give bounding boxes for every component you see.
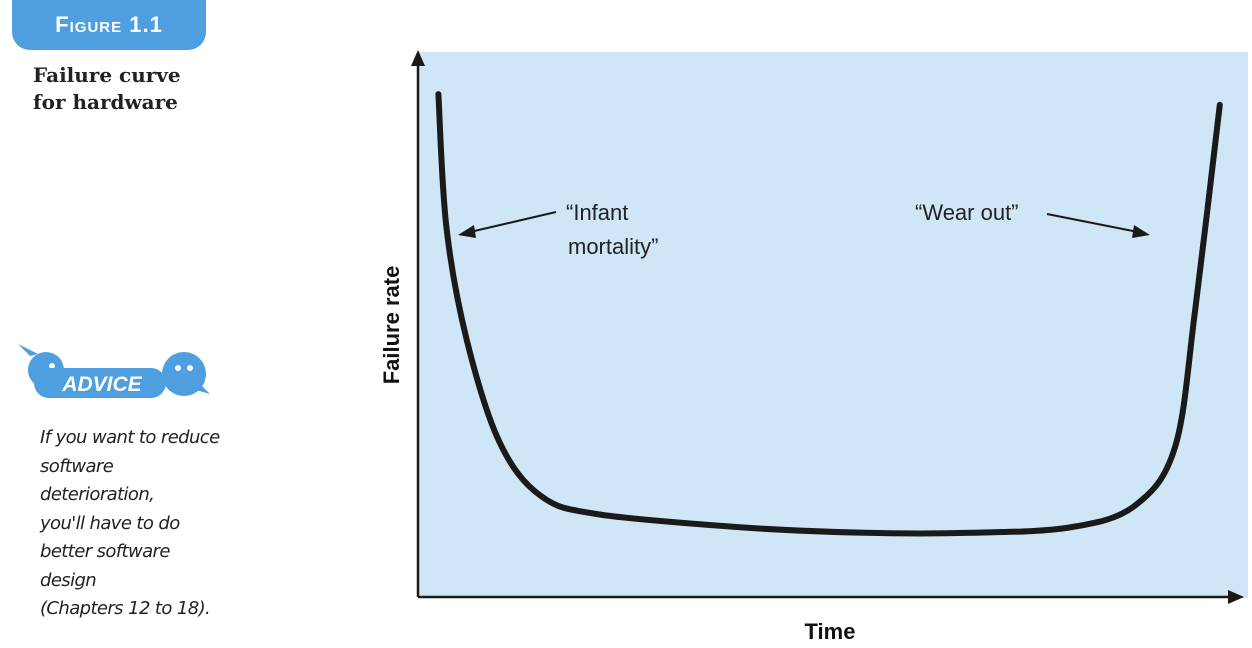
x-axis-label: Time (805, 619, 856, 644)
annotation-infant-arrowhead-icon (458, 225, 476, 238)
annotation-wear-out-arrowhead-icon (1132, 225, 1150, 238)
figure-tab-label: Figure 1.1 (55, 12, 163, 37)
annotation-infant-line1: “Infant (566, 200, 628, 225)
x-axis-arrow-icon (1228, 590, 1244, 604)
figure-tab: Figure 1.1 (12, 0, 206, 50)
y-axis-arrow-icon (411, 50, 425, 66)
annotation-infant-arrow (469, 211, 557, 233)
advice-badge: ADVICE (18, 344, 210, 398)
annotation-wear-out-arrow (1046, 213, 1139, 233)
advice-badge-label: ADVICE (61, 373, 142, 396)
advice-bird-right-icon (162, 352, 210, 396)
figure-caption: Failure curve for hardware (33, 63, 181, 114)
annotation-infant-line2: mortality” (568, 234, 658, 259)
advice-text: If you want to reduce software deteriora… (40, 427, 220, 619)
y-axis-label: Failure rate (379, 266, 404, 385)
annotation-infant-mortality: “Infant mortality” (458, 200, 658, 259)
failure-curve-line (435, 91, 1223, 537)
annotation-wear-out-text: “Wear out” (915, 200, 1019, 225)
advice-pill (34, 368, 166, 398)
annotation-wear-out: “Wear out” (915, 200, 1150, 238)
